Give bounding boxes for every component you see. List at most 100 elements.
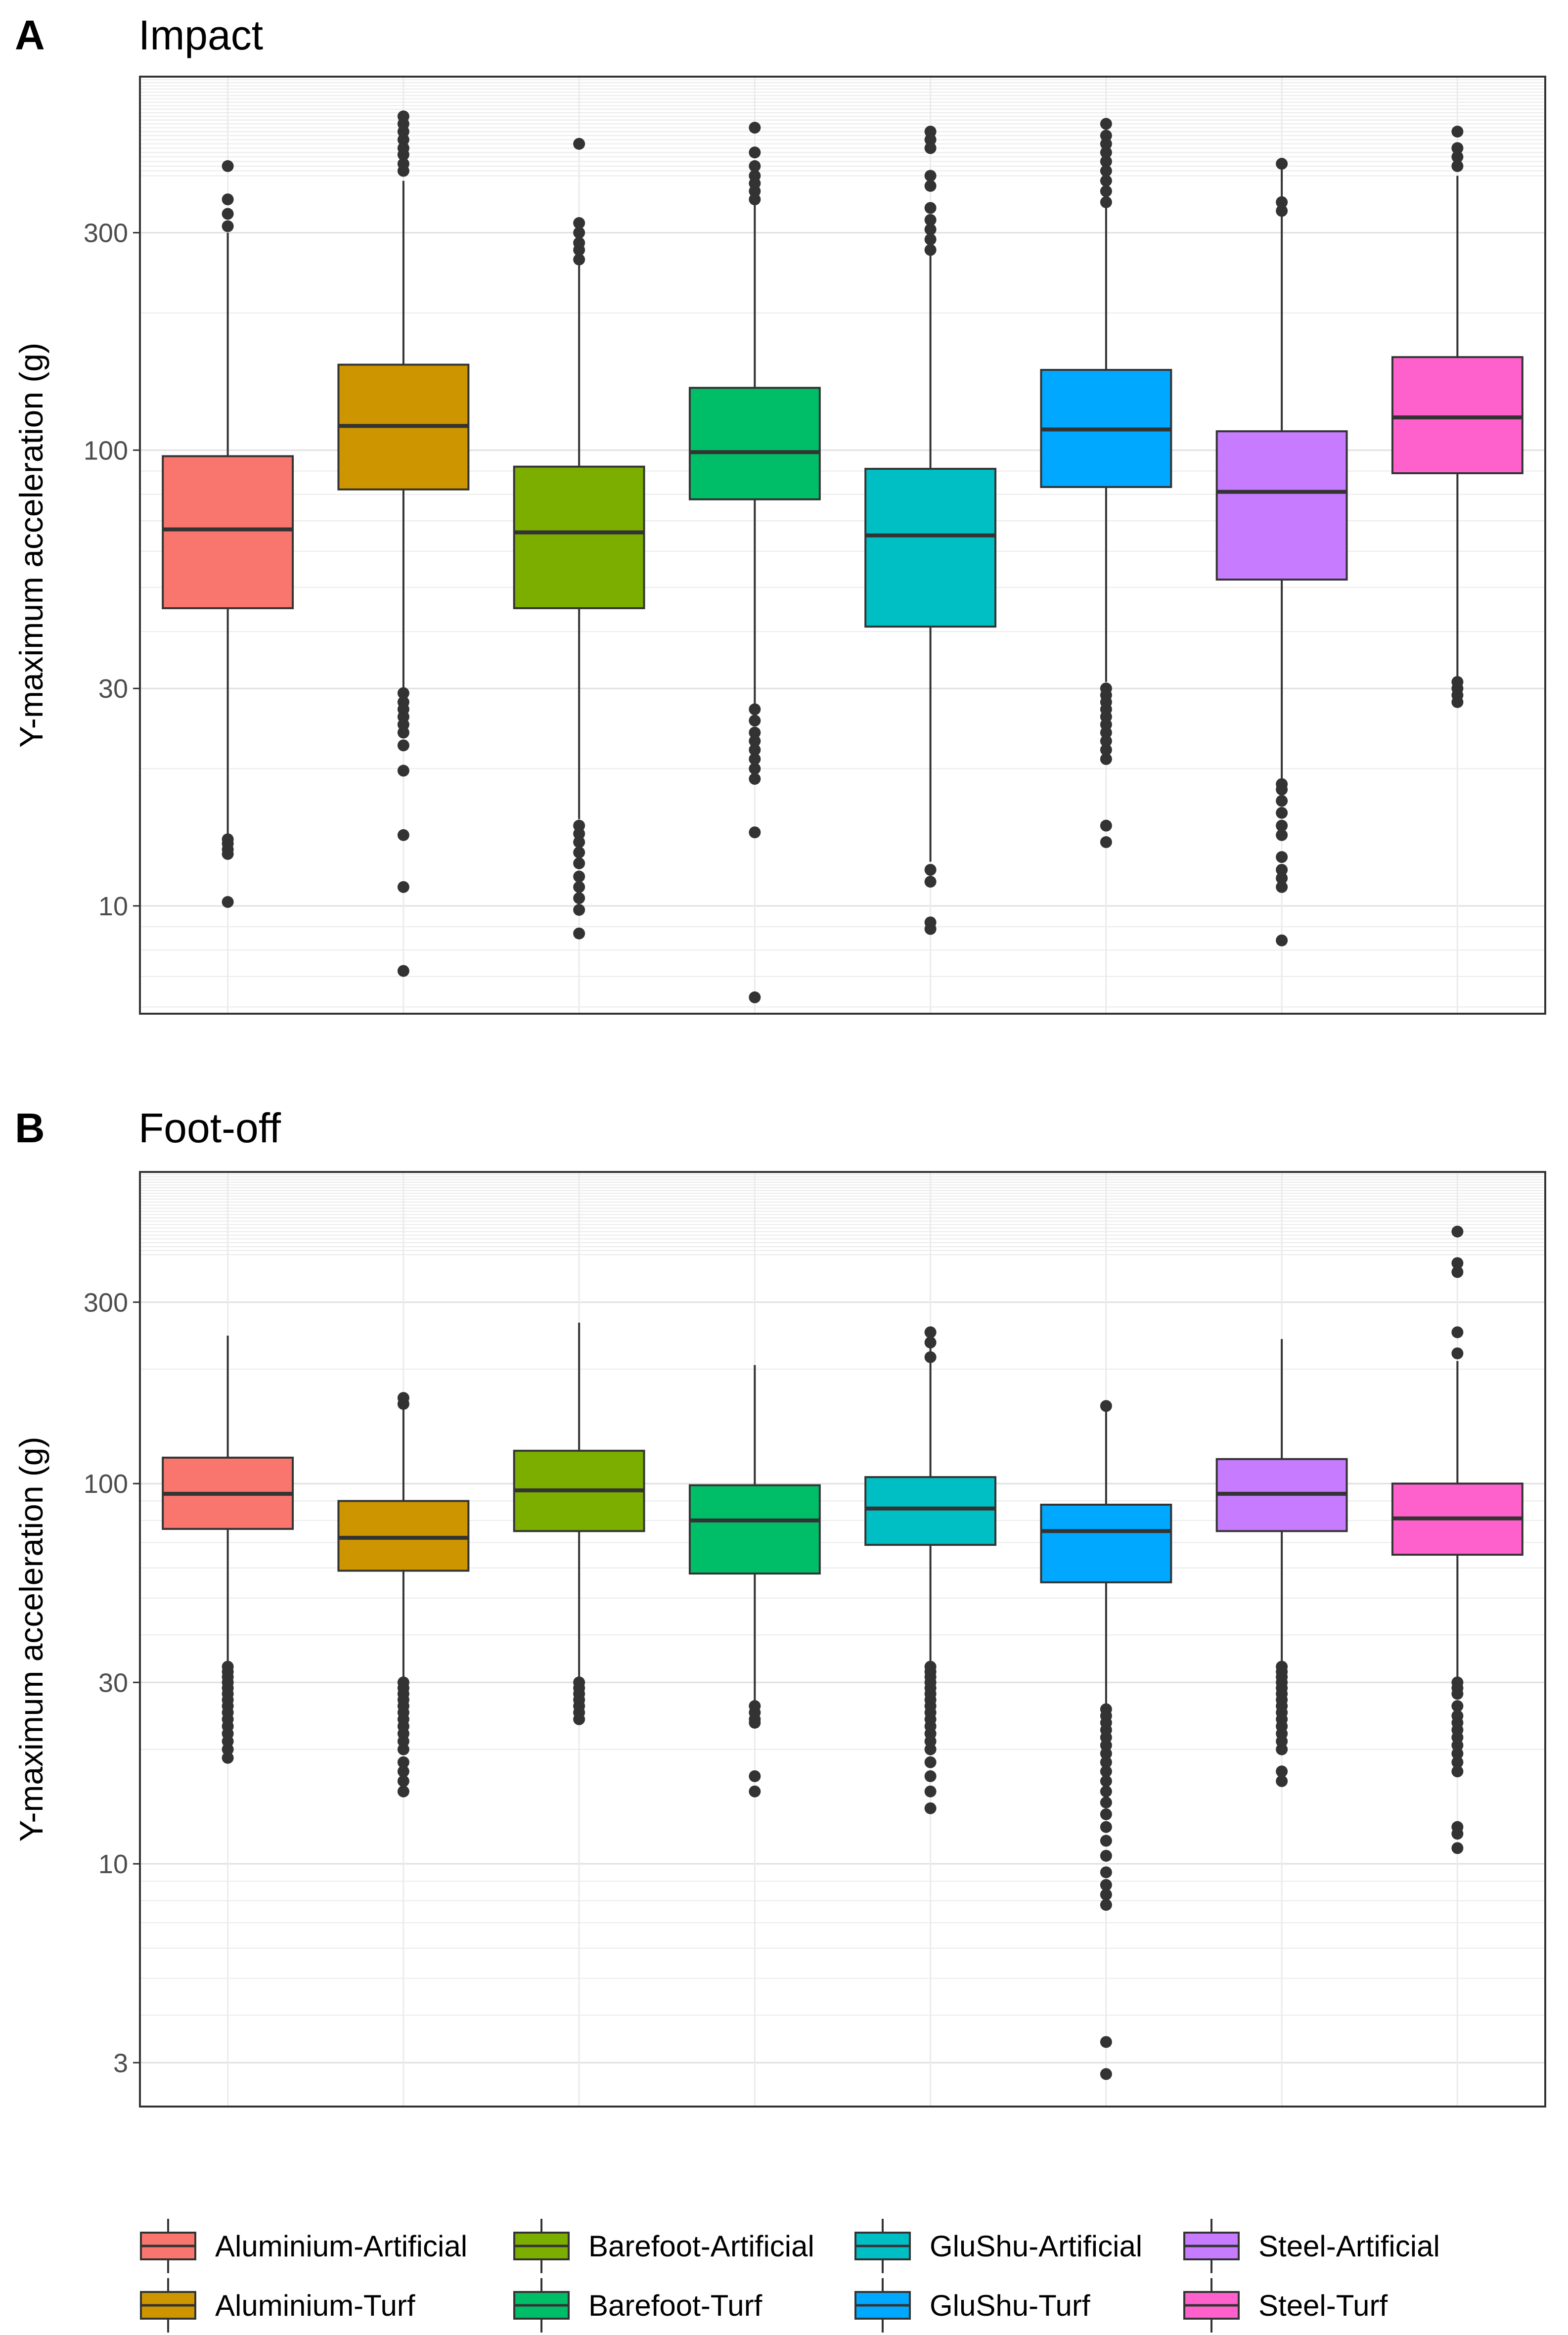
y-axis-label: Y-maximum acceleration (g) <box>13 1437 49 1841</box>
box-aluminium-artificial <box>162 160 294 908</box>
outlier-point <box>573 226 585 239</box>
legend-item-aluminium-artificial: Aluminium-Artificial <box>140 2219 467 2273</box>
outlier-point <box>1100 1785 1112 1797</box>
outlier-point <box>1100 819 1112 832</box>
outlier-point <box>1276 851 1288 863</box>
outlier-point <box>749 763 761 775</box>
box-aluminium-turf <box>337 1392 470 1797</box>
outlier-point <box>1100 1866 1112 1879</box>
outlier-point <box>222 833 234 846</box>
legend-item-glushu-turf: GluShu-Turf <box>854 2278 1090 2333</box>
outlier-point <box>1100 155 1112 168</box>
outlier-point <box>1100 744 1112 756</box>
outlier-point <box>924 1785 937 1797</box>
outlier-point <box>1451 1347 1464 1359</box>
legend-item-glushu-artificial: GluShu-Artificial <box>854 2219 1142 2273</box>
outlier-point <box>397 110 409 123</box>
outlier-point <box>924 233 937 246</box>
box-body <box>864 468 997 628</box>
outlier-point <box>749 735 761 747</box>
outlier-point <box>1276 934 1288 946</box>
outlier-point <box>1100 2068 1112 2080</box>
box-barefoot-artificial <box>513 137 645 940</box>
outlier-point <box>1100 1849 1112 1862</box>
outlier-point <box>1100 1748 1112 1760</box>
outlier-point <box>1100 1765 1112 1778</box>
box-body <box>1040 1503 1172 1583</box>
outlier-point <box>924 142 937 154</box>
outlier-point <box>1451 151 1464 163</box>
outlier-point <box>397 739 409 752</box>
outlier-point <box>749 1785 761 1797</box>
y-axis-label: Y-maximum acceleration (g) <box>13 343 49 748</box>
outlier-point <box>222 220 234 232</box>
outlier-point <box>924 1756 937 1768</box>
y-tick-label: 100 <box>84 1469 128 1499</box>
outlier-point <box>1451 142 1464 154</box>
outlier-point <box>1276 1775 1288 1787</box>
outlier-point <box>924 214 937 226</box>
outlier-point <box>222 1661 234 1673</box>
outlier-point <box>1451 1756 1464 1768</box>
outlier-point <box>1100 185 1112 197</box>
box-body <box>162 455 294 609</box>
outlier-point <box>397 696 409 708</box>
y-tick-label: 30 <box>98 1668 128 1698</box>
outlier-point <box>1100 735 1112 747</box>
box-body <box>1215 430 1348 581</box>
outlier-point <box>749 193 761 206</box>
outlier-point <box>397 1785 409 1797</box>
outlier-point <box>1100 196 1112 208</box>
outlier-point <box>924 1326 937 1339</box>
outlier-point <box>1451 676 1464 688</box>
outlier-point <box>1100 137 1112 150</box>
outlier-point <box>924 1351 937 1363</box>
box-glushu-artificial <box>864 1326 997 1814</box>
outlier-point <box>222 1751 234 1764</box>
outlier-point <box>1276 795 1288 807</box>
box-body <box>513 465 645 609</box>
outlier-point <box>1100 1808 1112 1820</box>
outlier-point <box>924 876 937 888</box>
outlier-point <box>749 826 761 839</box>
outlier-point <box>573 1676 585 1689</box>
outlier-point <box>924 1770 937 1782</box>
legend-label: Aluminium-Artificial <box>215 2230 467 2263</box>
outlier-point <box>573 137 585 150</box>
box-body <box>1391 356 1523 474</box>
outlier-point <box>749 170 761 182</box>
outlier-point <box>924 244 937 256</box>
outlier-point <box>749 726 761 739</box>
box-steel-turf <box>1391 1225 1523 1854</box>
outlier-point <box>924 126 937 138</box>
outlier-point <box>1276 1765 1288 1778</box>
outlier-point <box>573 857 585 869</box>
y-tick-label: 10 <box>98 892 128 921</box>
box-body <box>688 1484 821 1575</box>
outlier-point <box>573 846 585 858</box>
outlier-point <box>397 142 409 154</box>
outlier-point <box>749 991 761 1003</box>
outlier-point <box>749 715 761 727</box>
outlier-point <box>1100 1703 1112 1715</box>
outlier-point <box>397 829 409 841</box>
outlier-point <box>397 687 409 699</box>
box-steel-turf <box>1391 126 1523 708</box>
outlier-point <box>1100 682 1112 695</box>
outlier-point <box>749 753 761 765</box>
outlier-point <box>1276 881 1288 893</box>
outlier-point <box>397 1392 409 1404</box>
legend-label: Aluminium-Turf <box>215 2289 415 2322</box>
outlier-point <box>573 237 585 249</box>
outlier-point <box>397 1765 409 1778</box>
outlier-point <box>397 1756 409 1768</box>
legend-label: GluShu-Artificial <box>930 2230 1142 2263</box>
outlier-point <box>573 927 585 940</box>
outlier-point <box>1100 753 1112 765</box>
outlier-point <box>924 202 937 214</box>
box-barefoot-turf <box>688 1365 821 1797</box>
outlier-point <box>924 223 937 235</box>
outlier-point <box>1276 829 1288 841</box>
box-glushu-turf <box>1040 1400 1172 2080</box>
outlier-point <box>1100 118 1112 130</box>
